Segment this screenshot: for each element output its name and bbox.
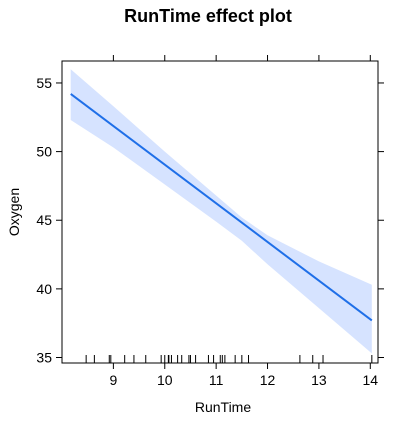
y-axis-label: Oxygen (6, 188, 22, 236)
y-tick-label: 35 (36, 350, 52, 366)
chart-title: RunTime effect plot (124, 6, 292, 26)
plot-frame (61, 60, 379, 364)
axes: 9 10 11 12 13 14 35 40 45 50 55 (36, 55, 384, 388)
y-tick-label: 40 (36, 281, 52, 297)
x-tick-label: 12 (260, 372, 276, 388)
x-tick-label: 10 (157, 372, 173, 388)
x-tick-label: 14 (363, 372, 379, 388)
x-axis-label: RunTime (195, 399, 251, 415)
x-tick-label: 11 (209, 372, 224, 388)
y-tick-label: 45 (36, 212, 52, 228)
plot-area (70, 69, 373, 363)
y-tick-label: 55 (36, 75, 52, 91)
x-tick-label: 13 (311, 372, 327, 388)
fit-line (70, 93, 373, 322)
confidence-band (70, 69, 372, 354)
y-tick-label: 50 (36, 144, 52, 160)
x-tick-label: 9 (109, 372, 117, 388)
